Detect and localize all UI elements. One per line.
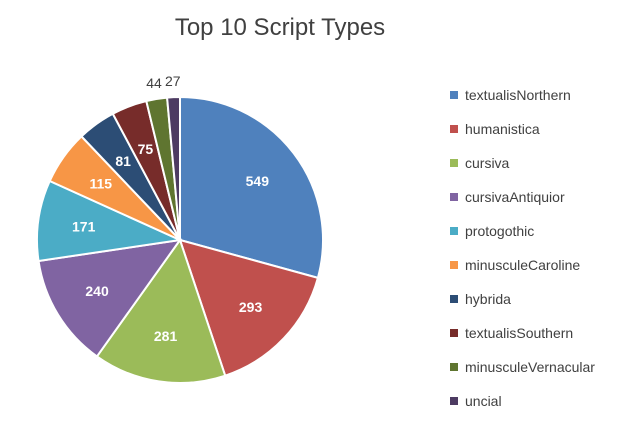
data-label-hybrida: 81	[115, 153, 131, 169]
legend-swatch	[450, 227, 458, 235]
pie-slice-cursiva-antiquior	[37, 238, 183, 358]
legend-item-uncial: uncial	[450, 384, 635, 418]
legend-label: uncial	[465, 393, 502, 409]
legend-item-textualis-southern: textualisSouthern	[450, 316, 635, 350]
pie-slice-textualis-northern	[179, 95, 324, 280]
legend-item-humanistica: humanistica	[450, 112, 635, 146]
legend-swatch	[450, 159, 458, 167]
legend-swatch	[450, 261, 458, 269]
data-label-uncial: 27	[165, 73, 181, 89]
legend-swatch	[450, 363, 458, 371]
legend-item-cursiva: cursiva	[450, 146, 635, 180]
legend-label: hybrida	[465, 291, 511, 307]
data-label-cursiva: 281	[154, 328, 178, 344]
legend-label: cursiva	[465, 155, 510, 171]
legend-item-hybrida: hybrida	[450, 282, 635, 316]
data-label-cursiva-antiquior: 240	[85, 283, 109, 299]
legend-label: minusculeCaroline	[465, 257, 581, 273]
legend-swatch	[450, 125, 458, 133]
legend-item-textualis-northern: textualisNorthern	[450, 78, 635, 112]
legend-label: humanistica	[465, 121, 540, 137]
legend-item-cursiva-antiquior: cursivaAntiquior	[450, 180, 635, 214]
data-label-minuscule-vernacular: 44	[146, 75, 162, 91]
chart-title: Top 10 Script Types	[174, 14, 386, 41]
legend-swatch	[450, 397, 458, 405]
data-label-humanistica: 293	[239, 299, 263, 315]
legend-item-minuscule-vernacular: minusculeVernacular	[450, 350, 635, 384]
legend-label: cursivaAntiquior	[465, 189, 565, 205]
data-label-minuscule-caroline: 115	[89, 176, 112, 192]
legend-swatch	[450, 295, 458, 303]
legend-item-protogothic: protogothic	[450, 214, 635, 248]
legend-label: textualisNorthern	[465, 87, 571, 103]
legend-label: protogothic	[465, 223, 535, 239]
legend-swatch	[450, 193, 458, 201]
legend-label: textualisSouthern	[465, 325, 574, 341]
legend-swatch	[450, 91, 458, 99]
legend-swatch	[450, 329, 458, 337]
pie-slice-protogothic	[36, 179, 184, 263]
data-label-textualis-northern: 549	[246, 173, 270, 189]
legend: textualisNorthern humanistica cursiva cursi…	[450, 78, 635, 418]
data-label-textualis-southern: 75	[138, 141, 154, 157]
legend-item-minuscule-caroline: minusculeCaroline	[450, 248, 635, 282]
pie-slice-uncial	[165, 95, 181, 241]
legend-label: minusculeVernacular	[465, 359, 595, 375]
data-label-protogothic: 171	[72, 219, 96, 235]
pie-slice-cursiva	[95, 237, 227, 384]
